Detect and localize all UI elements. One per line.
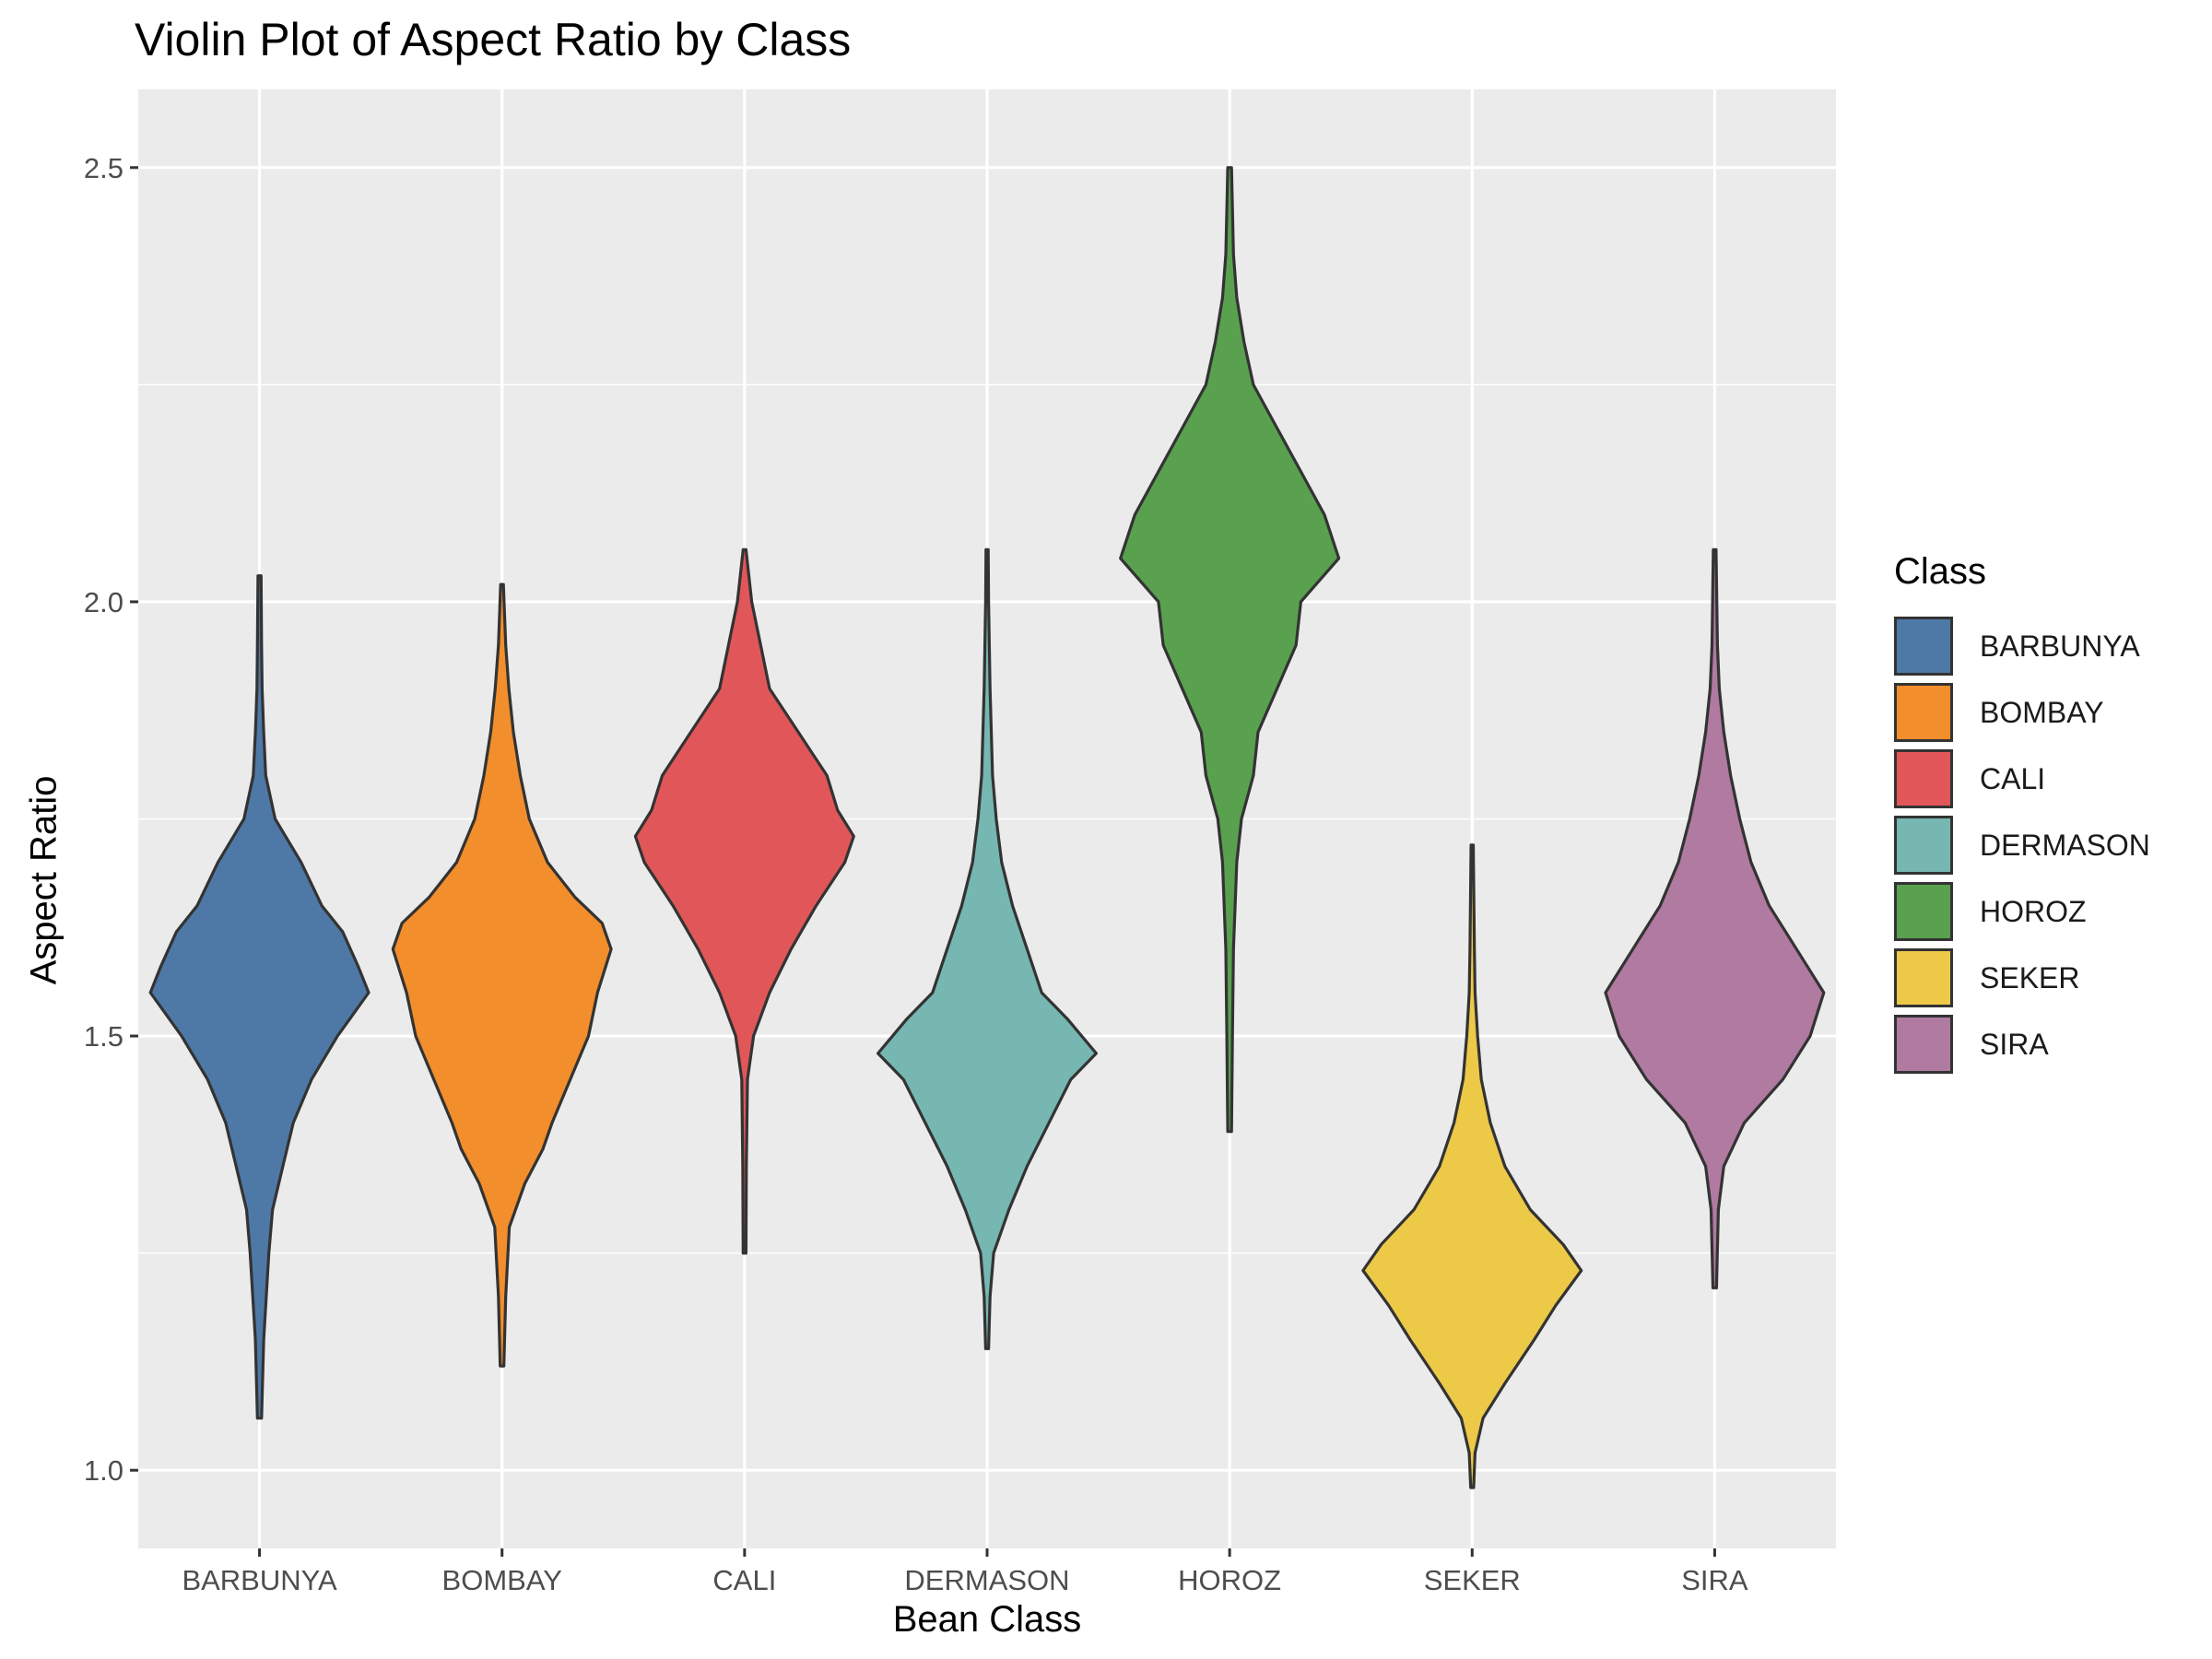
- legend-label: BOMBAY: [1980, 695, 2104, 729]
- violin-barbunya: [148, 574, 371, 1420]
- x-tick-label: BARBUNYA: [182, 1564, 337, 1596]
- legend-item: SEKER: [1894, 945, 2150, 1011]
- legend-item: CALI: [1894, 746, 2150, 812]
- legend-item: DERMASON: [1894, 812, 2150, 878]
- y-tick-label: 2.0: [84, 586, 124, 618]
- legend-title: Class: [1894, 551, 1987, 592]
- x-axis-title: Bean Class: [892, 1599, 1082, 1640]
- x-tick-label: SIRA: [1681, 1564, 1748, 1596]
- violin-dermason: [877, 547, 1098, 1350]
- y-axis-title: Aspect Ratio: [23, 775, 65, 985]
- x-tick-label: SEKER: [1424, 1564, 1521, 1596]
- legend: Class BARBUNYA BOMBAY CALI DERMASON HOROZ SEK…: [1894, 551, 2150, 1077]
- legend-item: HOROZ: [1894, 878, 2150, 945]
- legend-key: [1894, 683, 1953, 742]
- x-tick-label: BOMBAY: [442, 1564, 562, 1596]
- legend-label: BARBUNYA: [1980, 629, 2140, 663]
- legend-key: [1894, 1015, 1953, 1074]
- legend-key: [1894, 749, 1953, 808]
- legend-items: BARBUNYA BOMBAY CALI DERMASON HOROZ SEKER SIRA: [1894, 613, 2150, 1077]
- legend-label: SIRA: [1980, 1027, 2049, 1061]
- legend-key: [1894, 882, 1953, 941]
- x-axis: BARBUNYA BOMBAY CALI DERMASON HOROZ SEKER SIRA: [182, 1548, 1748, 1596]
- violin-cali: [633, 547, 855, 1255]
- y-tick-label: 1.5: [84, 1020, 124, 1053]
- y-tick-label: 1.0: [84, 1454, 124, 1487]
- chart-title: Violin Plot of Aspect Ratio by Class: [135, 14, 852, 65]
- violins: [148, 166, 1826, 1489]
- legend-label: HOROZ: [1980, 894, 2087, 928]
- y-tick-label: 2.5: [84, 152, 124, 184]
- x-tick-label: DERMASON: [904, 1564, 1069, 1596]
- legend-key: [1894, 617, 1953, 676]
- violin-sira: [1604, 547, 1826, 1289]
- legend-label: SEKER: [1980, 960, 2080, 994]
- legend-label: CALI: [1980, 761, 2046, 795]
- legend-item: BARBUNYA: [1894, 613, 2150, 679]
- violin-bombay: [391, 582, 613, 1368]
- y-axis: 1.0 1.5 2.0 2.5: [84, 152, 138, 1487]
- legend-item: BOMBAY: [1894, 679, 2150, 746]
- legend-item: SIRA: [1894, 1011, 2150, 1077]
- legend-key: [1894, 816, 1953, 875]
- x-tick-label: CALI: [712, 1564, 776, 1596]
- violin-horoz: [1119, 166, 1341, 1134]
- violin-seker: [1361, 843, 1583, 1489]
- x-tick-label: HOROZ: [1178, 1564, 1281, 1596]
- legend-label: DERMASON: [1980, 828, 2150, 862]
- legend-key: [1894, 948, 1953, 1007]
